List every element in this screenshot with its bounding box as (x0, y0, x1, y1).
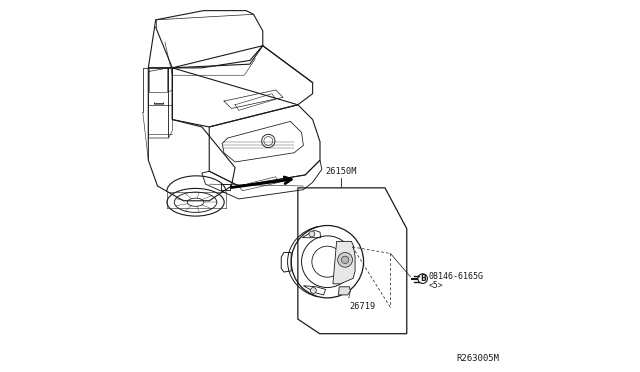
Polygon shape (339, 287, 350, 295)
Text: 26719: 26719 (349, 302, 376, 311)
Circle shape (338, 253, 353, 267)
Text: 26150M: 26150M (326, 167, 357, 176)
Text: 08146-6165G: 08146-6165G (429, 272, 484, 281)
Text: B: B (420, 274, 426, 283)
Text: <5>: <5> (429, 281, 444, 290)
Circle shape (341, 256, 349, 263)
Polygon shape (333, 241, 355, 284)
Circle shape (310, 288, 316, 294)
Text: R263005M: R263005M (456, 354, 499, 363)
Circle shape (309, 231, 315, 237)
